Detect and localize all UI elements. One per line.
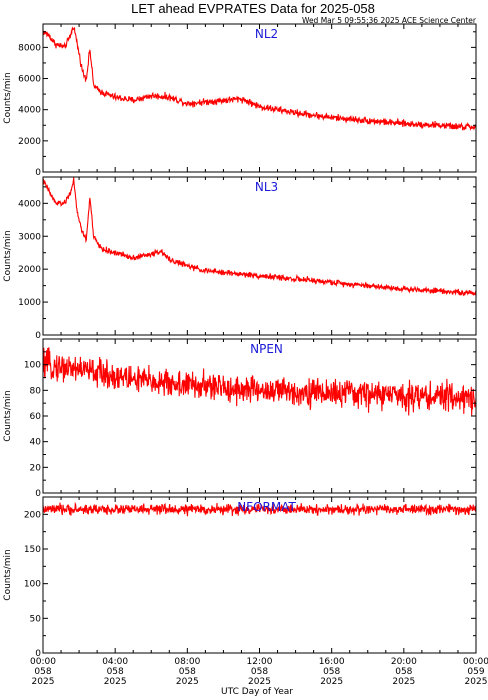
x-tick-year: 2025 — [320, 677, 343, 687]
y-tick-label: 3000 — [18, 232, 41, 242]
x-axis-label: UTC Day of Year — [221, 687, 293, 697]
panel-nl2: 0 2000 4000 6000 8000 Counts/min NL2 — [3, 23, 477, 178]
x-tick-doy: 058 — [251, 667, 268, 677]
y-tick-label: 2000 — [18, 137, 41, 147]
x-tick-time: 20:00 — [391, 657, 417, 667]
y-tick-label: 80 — [30, 386, 42, 396]
x-tick-doy: 058 — [323, 667, 340, 677]
y-tick-label: 8000 — [18, 43, 41, 53]
panels-group: 02000400060008000Counts/minNL20100020003… — [3, 23, 477, 659]
y-tick-label: 100 — [24, 361, 41, 371]
plot-frame — [42, 338, 477, 494]
x-tick-year: 2025 — [176, 677, 199, 687]
x-tick-time: 08:00 — [174, 657, 200, 667]
y-tick-label: 0 — [35, 489, 41, 499]
series-line-nformat — [43, 501, 476, 517]
y-tick-label: 0 — [35, 649, 41, 659]
x-axis: 00:00058202504:00058202508:00058202512:0… — [30, 657, 488, 687]
y-axis-label: Counts/min — [3, 230, 13, 281]
x-tick-doy: 058 — [34, 667, 51, 677]
y-tick-label: 0 — [35, 331, 41, 341]
y-tick-label: 60 — [30, 412, 42, 422]
y-tick-label: 200 — [24, 510, 41, 520]
y-tick-label: 40 — [30, 438, 42, 448]
y-tick-label: 0 — [35, 168, 41, 178]
y-tick-label: 150 — [24, 545, 41, 555]
x-tick-time: 00:00 — [463, 657, 488, 667]
y-axis-label: Counts/min — [3, 72, 13, 123]
x-tick-time: 00:00 — [30, 657, 56, 667]
x-tick-year: 2025 — [392, 677, 415, 687]
x-tick-doy: 059 — [467, 667, 484, 677]
plot-frame — [42, 496, 477, 654]
plot-frame — [42, 23, 477, 173]
x-tick-time: 04:00 — [102, 657, 128, 667]
panel-name-npen: NPEN — [250, 342, 283, 356]
series-line-nl3 — [43, 177, 476, 297]
y-tick-label: 20 — [30, 463, 42, 473]
x-tick-doy: 058 — [395, 667, 412, 677]
panel-npen: 0 20 40 60 80 100 Counts/min NPEN — [3, 338, 477, 499]
chart-title: LET ahead EVPRATES Data for 2025-058 — [131, 1, 375, 16]
plot-frame — [42, 176, 477, 336]
series-line-nl2 — [43, 26, 476, 131]
x-tick-year: 2025 — [32, 677, 55, 687]
y-tick-label: 2000 — [18, 265, 41, 275]
x-tick-doy: 058 — [107, 667, 124, 677]
y-tick-label: 6000 — [18, 75, 41, 85]
x-tick-doy: 058 — [179, 667, 196, 677]
y-tick-label: 4000 — [18, 199, 41, 209]
y-tick-label: 50 — [30, 614, 42, 624]
y-axis-label: Counts/min — [3, 390, 13, 441]
y-axis-label: Counts/min — [3, 549, 13, 600]
timestamp-label: Wed Mar 5 09:55:36 2025 ACE Science Cent… — [302, 16, 477, 25]
y-tick-label: 100 — [24, 580, 41, 590]
panel-name-nl2: NL2 — [255, 27, 278, 41]
series-line-npen — [43, 347, 476, 416]
panel-nformat: 0 50 100 150 200 Counts/min NFORMAT — [3, 496, 477, 659]
x-tick-time: 16:00 — [319, 657, 345, 667]
x-tick-time: 12:00 — [247, 657, 273, 667]
panel-name-nformat: NFORMAT — [237, 500, 296, 514]
y-tick-label: 1000 — [18, 298, 41, 308]
y-tick-label: 4000 — [18, 106, 41, 116]
x-tick-year: 2025 — [248, 677, 271, 687]
x-tick-year: 2025 — [104, 677, 127, 687]
panel-nl3: 0 1000 2000 3000 4000 Counts/min NL3 — [3, 176, 477, 341]
x-tick-year: 2025 — [465, 677, 488, 687]
panel-name-nl3: NL3 — [255, 180, 278, 194]
